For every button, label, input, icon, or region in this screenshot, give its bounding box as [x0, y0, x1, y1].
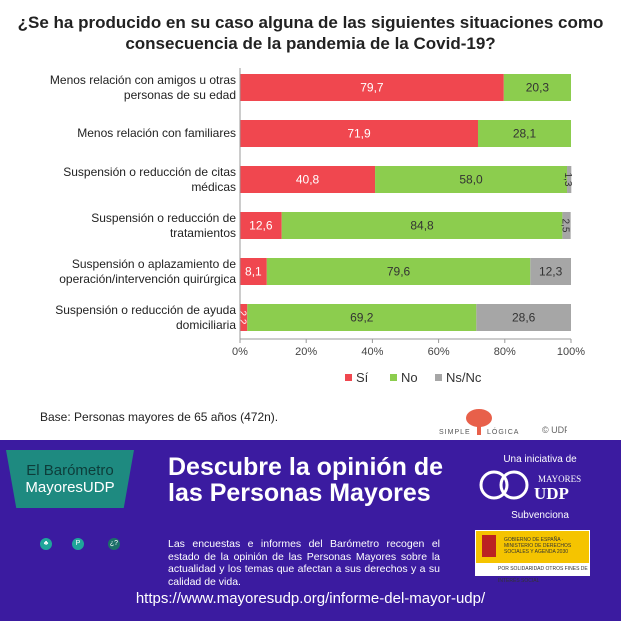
data-label: 69,2 [350, 311, 374, 325]
data-label: 84,8 [410, 219, 434, 233]
coat-of-arms-icon [482, 535, 496, 557]
legend-swatch [345, 374, 352, 381]
bar-No [375, 166, 568, 193]
data-label: 28,1 [513, 127, 537, 141]
logo-line2: MayoresUDP [25, 479, 115, 496]
x-tick-label: 20% [295, 346, 317, 358]
bar-Sí [240, 74, 504, 101]
data-label: 71,9 [347, 127, 371, 141]
bar-Ns/Nc [567, 166, 572, 193]
data-label: 12,3 [539, 265, 563, 279]
bar-Sí [240, 304, 248, 331]
gobierno-espana-logo: GOBIERNO DE ESPAÑA · MINISTERIO DE DEREC… [475, 530, 590, 584]
data-label: 40,8 [296, 173, 320, 187]
svg-text:MAYORES: MAYORES [538, 474, 581, 484]
bar-Ns/Nc [476, 304, 571, 331]
x-tick-label: 100% [557, 346, 585, 358]
data-label: 20,3 [526, 81, 550, 95]
bar-No [477, 120, 571, 147]
legend-label: No [401, 370, 418, 385]
bar-No [281, 212, 563, 239]
category-label: Menos relación con familiares [77, 126, 236, 140]
simple-logica-logo: SIMPLE LÓGICA © UDP [439, 409, 567, 436]
bar-Sí [240, 212, 282, 239]
bar-Ns/Nc [530, 258, 571, 285]
banner-description: Las encuestas e informes del Barómetro r… [168, 538, 440, 588]
category-label: Menos relación con amigos u otras person… [49, 72, 236, 102]
legend-swatch [390, 374, 397, 381]
legend-label: Ns/Nc [446, 370, 482, 385]
chart-title: ¿Se ha producido en su caso alguna de la… [17, 13, 604, 53]
x-tick-label: 0% [232, 346, 248, 358]
category-label: Suspensión o aplazamiento de operación/i… [59, 256, 236, 286]
data-label: 12,6 [249, 219, 273, 233]
bar-Sí [240, 258, 267, 285]
banner-headline: Descubre la opinión de las Personas Mayo… [168, 453, 444, 507]
bar-Sí [240, 120, 478, 147]
data-label: 28,6 [512, 311, 536, 325]
category-label: Suspensión o reducción de citas médicas [63, 164, 236, 194]
banner-url-link[interactable]: https://www.mayoresudp.org/informe-del-m… [135, 590, 486, 607]
svg-text:LÓGICA: LÓGICA [487, 427, 519, 436]
footnote: Base: Personas mayores de 65 años (472n)… [40, 410, 279, 424]
bar-No [247, 304, 477, 331]
category-label: Suspensión o reducción de ayuda domicili… [55, 302, 236, 332]
bar-No [503, 74, 571, 101]
category-label: Suspensión o reducción de tratamientos [91, 210, 236, 240]
x-tick-label: 40% [361, 346, 383, 358]
data-label: 2,2 [237, 311, 248, 325]
bar-No [266, 258, 531, 285]
x-tick-label: 60% [428, 346, 450, 358]
question-icon: ¿? [108, 538, 120, 550]
data-label: 1,3 [562, 173, 573, 187]
mayores-udp-logo: MAYORES UDP [479, 470, 581, 502]
svg-text:© UDP: © UDP [542, 425, 567, 435]
subsidy-label: Subvenciona [511, 510, 569, 521]
promo-banner: El Barómetro MayoresUDP ♣ P ¿? Descubre … [0, 440, 621, 621]
data-label: 79,6 [387, 265, 411, 279]
x-tick-label: 80% [494, 346, 516, 358]
gob-footer: POR SOLIDARIDAD OTROS FINES DE INTERÉS S… [476, 563, 589, 584]
legend-label: Sí [356, 370, 369, 385]
svg-text:SIMPLE: SIMPLE [439, 429, 471, 436]
gob-text: GOBIERNO DE ESPAÑA · MINISTERIO DE DEREC… [504, 537, 572, 555]
initiative-label: Una iniciativa de [503, 454, 577, 465]
bar-Sí [240, 166, 376, 193]
search-icon: P [72, 538, 84, 550]
stacked-bar-chart: 79,7 20,3 71,9 28,1 40,8 58,0 1,3 12,6 84,8 2,5 8,… [232, 68, 585, 385]
svg-text:UDP: UDP [534, 484, 569, 502]
logo-line1: El Barómetro [26, 462, 114, 479]
data-label: 2,5 [560, 219, 571, 233]
bar-Ns/Nc [562, 212, 571, 239]
data-label: 79,7 [360, 81, 384, 95]
legend-swatch [435, 374, 442, 381]
data-label: 8,1 [245, 265, 262, 279]
barometro-logo: El Barómetro MayoresUDP [6, 450, 134, 508]
person-icon: ♣ [40, 538, 52, 550]
data-label: 58,0 [459, 173, 483, 187]
